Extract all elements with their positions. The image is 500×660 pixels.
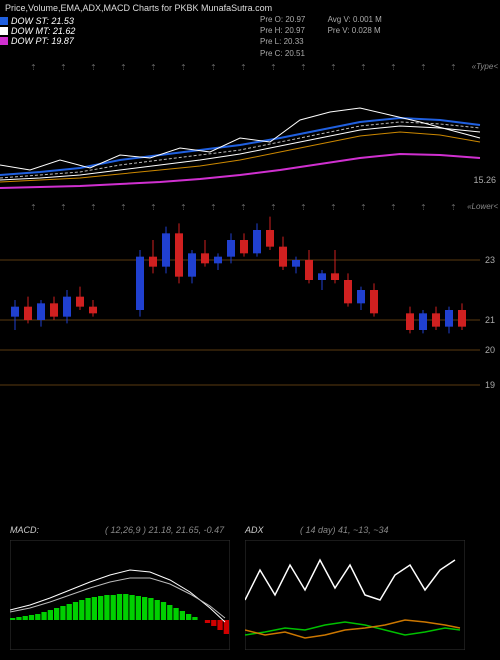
svg-text:⇡: ⇡ bbox=[210, 203, 217, 212]
svg-text:⇡: ⇡ bbox=[240, 203, 247, 212]
svg-text:⇡: ⇡ bbox=[180, 63, 187, 72]
legend-swatch bbox=[0, 17, 8, 25]
ema-panel: ⇡ ⇡ ⇡ ⇡ ⇡ ⇡ ⇡ ⇡ ⇡ ⇡ ⇡ ⇡ ⇡ ⇡ ⇡ «Type< 15.26 bbox=[0, 60, 500, 190]
svg-text:⇡: ⇡ bbox=[450, 63, 457, 72]
svg-text:⇡: ⇡ bbox=[420, 203, 427, 212]
svg-text:⇡: ⇡ bbox=[450, 203, 457, 212]
svg-text:⇡: ⇡ bbox=[150, 63, 157, 72]
chart-title: Price,Volume,EMA,ADX,MACD Charts for PKB… bbox=[0, 0, 500, 16]
candlestick-panel: 23 21 20 19 ⇡ ⇡ ⇡ ⇡ ⇡ ⇡ ⇡ ⇡ ⇡ ⇡ ⇡ ⇡ ⇡ ⇡ ⇡ «Lower< bbox=[0, 200, 500, 400]
svg-text:⇡: ⇡ bbox=[390, 203, 397, 212]
info-row: Pre H: 20.97 bbox=[260, 25, 305, 36]
svg-text:23: 23 bbox=[485, 255, 495, 265]
macd-values: ( 12,26,9 ) 21.18, 21.65, -0.47 bbox=[105, 525, 224, 535]
legend-item: DOW MT: 21.62 bbox=[0, 26, 500, 36]
svg-text:⇡: ⇡ bbox=[360, 203, 367, 212]
info-row: Pre V: 0.028 M bbox=[328, 25, 382, 36]
svg-text:⇡: ⇡ bbox=[270, 203, 277, 212]
svg-text:⇡: ⇡ bbox=[420, 63, 427, 72]
legend-item: DOW ST: 21.53 bbox=[0, 16, 500, 26]
legend-label: DOW ST: 21.53 bbox=[11, 16, 74, 26]
svg-text:⇡: ⇡ bbox=[360, 63, 367, 72]
price-label: 15.26 bbox=[473, 175, 496, 185]
svg-text:⇡: ⇡ bbox=[210, 63, 217, 72]
svg-text:⇡: ⇡ bbox=[150, 203, 157, 212]
svg-text:⇡: ⇡ bbox=[30, 63, 37, 72]
macd-chart bbox=[10, 540, 230, 652]
legend-swatch bbox=[0, 27, 8, 35]
legend: DOW ST: 21.53DOW MT: 21.62DOW PT: 19.87 bbox=[0, 16, 500, 46]
svg-text:⇡: ⇡ bbox=[60, 63, 67, 72]
svg-text:⇡: ⇡ bbox=[390, 63, 397, 72]
adx-values: ( 14 day) 41, ~13, ~34 bbox=[300, 525, 389, 535]
macd-label: MACD: bbox=[10, 525, 39, 535]
info-row: Pre L: 20.33 bbox=[260, 36, 305, 47]
ohlc-info: Pre O: 20.97Pre H: 20.97Pre L: 20.33Pre … bbox=[260, 14, 402, 59]
svg-text:⇡: ⇡ bbox=[60, 203, 67, 212]
svg-text:⇡: ⇡ bbox=[120, 203, 127, 212]
svg-text:⇡: ⇡ bbox=[30, 203, 37, 212]
svg-text:21: 21 bbox=[485, 315, 495, 325]
svg-text:⇡: ⇡ bbox=[240, 63, 247, 72]
legend-item: DOW PT: 19.87 bbox=[0, 36, 500, 46]
axis-label: «Type< bbox=[472, 62, 498, 71]
adx-label: ADX bbox=[245, 525, 264, 535]
svg-text:19: 19 bbox=[485, 380, 495, 390]
legend-swatch bbox=[0, 37, 8, 45]
adx-chart bbox=[245, 540, 465, 652]
legend-label: DOW PT: 19.87 bbox=[11, 36, 74, 46]
svg-text:⇡: ⇡ bbox=[90, 203, 97, 212]
svg-text:⇡: ⇡ bbox=[180, 203, 187, 212]
info-row: Pre C: 20.51 bbox=[260, 48, 305, 59]
svg-text:⇡: ⇡ bbox=[90, 63, 97, 72]
svg-text:⇡: ⇡ bbox=[300, 203, 307, 212]
info-row: Pre O: 20.97 bbox=[260, 14, 305, 25]
svg-text:⇡: ⇡ bbox=[300, 63, 307, 72]
info-row: Avg V: 0.001 M bbox=[328, 14, 382, 25]
svg-text:⇡: ⇡ bbox=[120, 63, 127, 72]
svg-text:⇡: ⇡ bbox=[330, 63, 337, 72]
axis-label: «Lower< bbox=[467, 202, 498, 211]
svg-text:⇡: ⇡ bbox=[270, 63, 277, 72]
svg-text:20: 20 bbox=[485, 345, 495, 355]
svg-text:⇡: ⇡ bbox=[330, 203, 337, 212]
legend-label: DOW MT: 21.62 bbox=[11, 26, 75, 36]
